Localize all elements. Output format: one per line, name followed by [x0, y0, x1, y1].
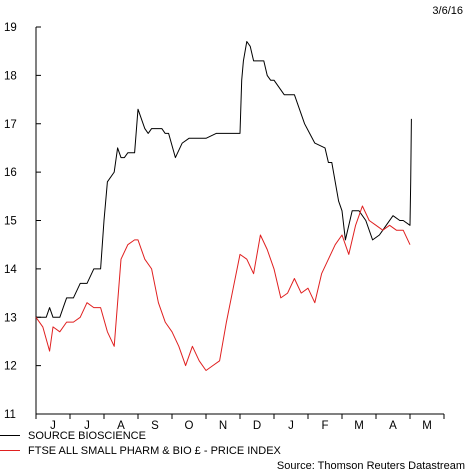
legend-swatch-red — [0, 449, 20, 451]
x-tick-label: O — [185, 420, 194, 430]
x-tick-label: F — [321, 420, 328, 430]
legend-label: FTSE ALL SMALL PHARM & BIO £ - PRICE IND… — [28, 445, 281, 457]
x-tick-label: J — [50, 420, 56, 430]
series-line-source-bioscience — [36, 41, 412, 318]
x-tick-label: M — [422, 420, 432, 430]
x-tick-label: J — [288, 420, 294, 430]
y-tick-label: 15 — [4, 216, 17, 228]
x-tick-label: J — [84, 420, 90, 430]
y-tick-label: 17 — [4, 119, 17, 131]
y-tick-label: 18 — [4, 70, 17, 82]
y-tick-label: 13 — [4, 312, 17, 324]
axes: 11 12 13 14 15 16 17 18 19 J J A S O N D J F M A M — [4, 22, 445, 430]
legend-label: SOURCE BIOSCIENCE — [28, 430, 146, 442]
y-tick-label: 14 — [4, 264, 17, 276]
y-tick-label: 16 — [4, 167, 17, 179]
x-tick-label: A — [389, 420, 397, 430]
source-note: Source: Thomson Reuters Datastream — [276, 460, 465, 472]
x-tick-label: D — [253, 420, 261, 430]
line-chart: 11 12 13 14 15 16 17 18 19 J J A S O N D J F M A M — [4, 22, 445, 430]
x-tick-label: N — [219, 420, 227, 430]
y-tick-label: 12 — [4, 361, 17, 373]
x-tick-label: M — [354, 420, 364, 430]
series-lines — [35, 41, 412, 371]
x-tick-label: S — [151, 420, 159, 430]
y-tick-label: 11 — [4, 409, 16, 421]
x-tick-label: A — [117, 420, 125, 430]
legend-item-source-bioscience: SOURCE BIOSCIENCE — [0, 430, 146, 442]
chart-date: 3/6/16 — [432, 5, 463, 17]
series-line-ftse-index — [35, 205, 411, 371]
legend-swatch-black — [0, 434, 20, 436]
legend-item-ftse-index: FTSE ALL SMALL PHARM & BIO £ - PRICE IND… — [0, 445, 281, 457]
y-tick-label: 19 — [4, 22, 17, 34]
